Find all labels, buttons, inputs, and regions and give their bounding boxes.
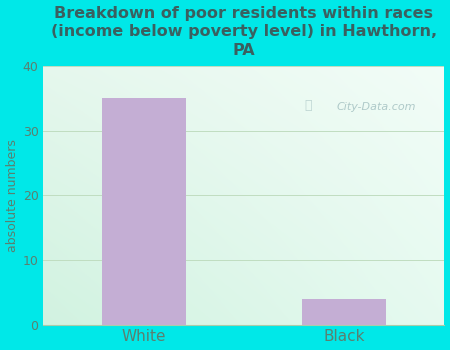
Y-axis label: absolute numbers: absolute numbers [5, 139, 18, 252]
Text: ⓘ: ⓘ [304, 99, 312, 112]
Title: Breakdown of poor residents within races
(income below poverty level) in Hawthor: Breakdown of poor residents within races… [51, 6, 437, 58]
Text: City-Data.com: City-Data.com [336, 102, 416, 112]
Bar [302, 299, 386, 324]
Bar [102, 98, 186, 324]
